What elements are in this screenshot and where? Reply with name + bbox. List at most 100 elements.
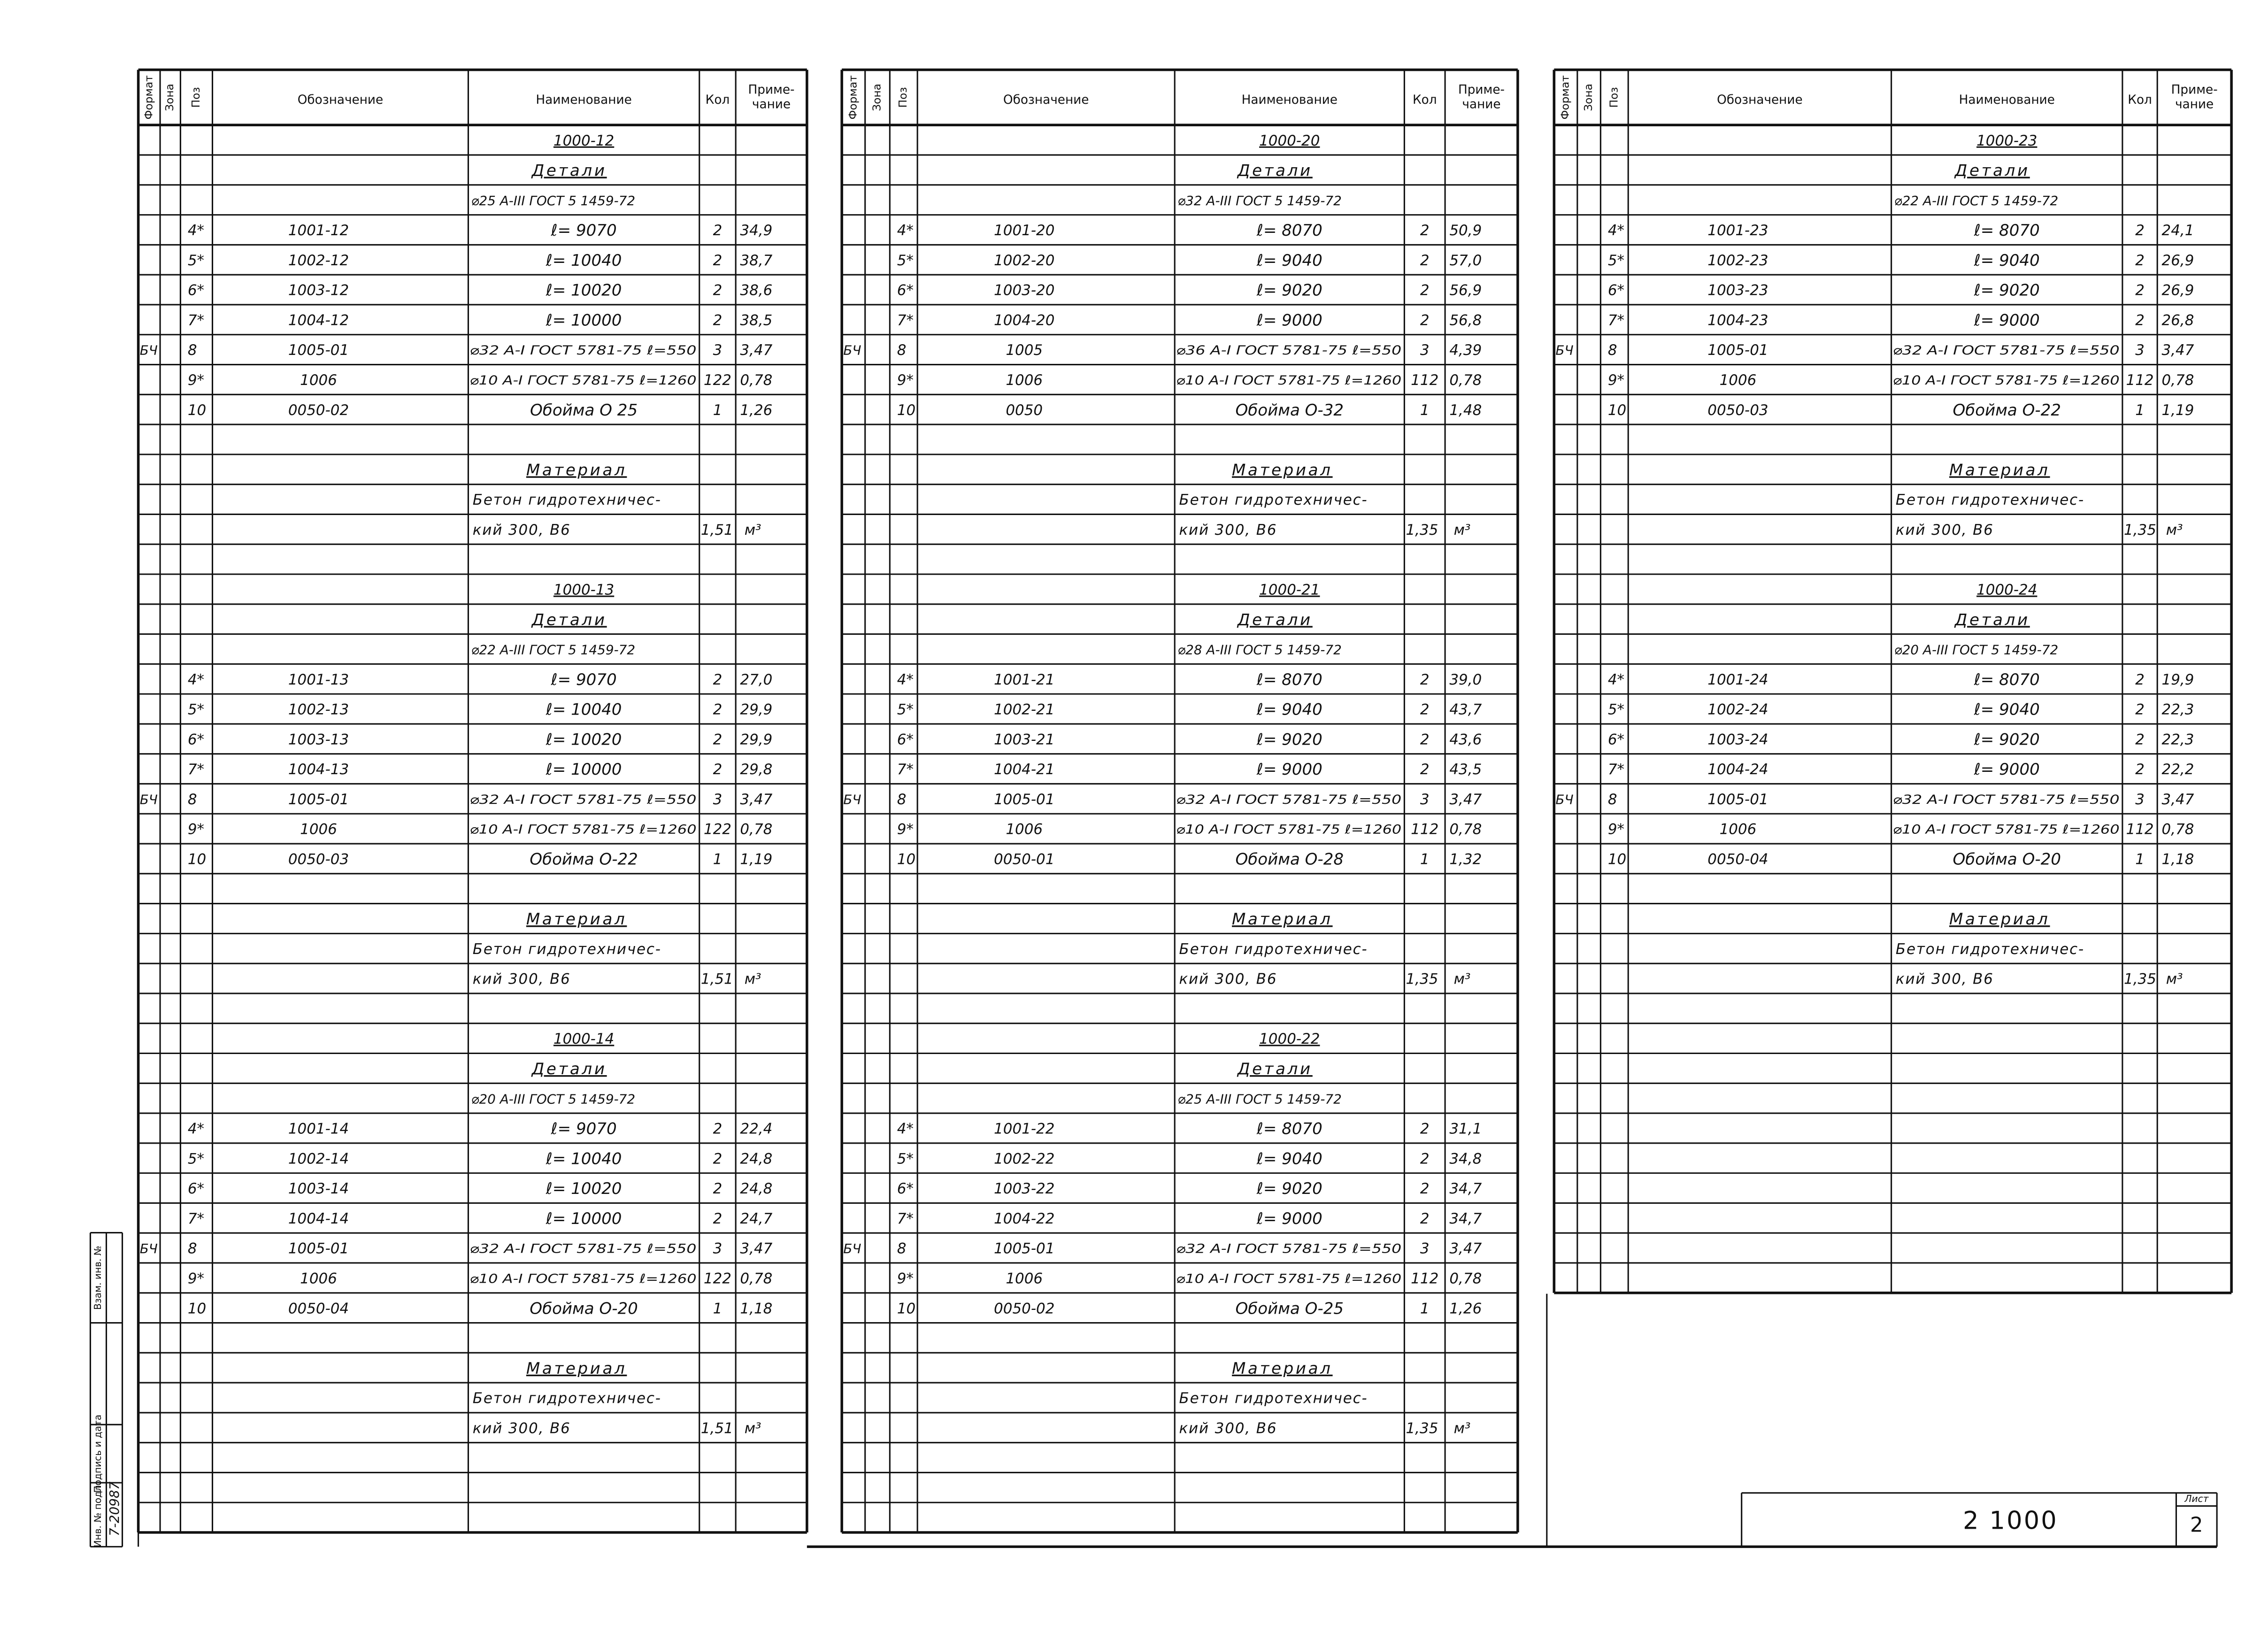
column-header: Приме- xyxy=(748,83,794,97)
title-block: 2 1000 Лист 2 xyxy=(807,1293,2218,1548)
quantity-cell: 122 xyxy=(704,821,731,838)
name-cell: Обойма О 25 xyxy=(530,401,638,420)
designation-cell: 1001-12 xyxy=(288,222,349,239)
section-title: Детали xyxy=(531,162,607,180)
name-cell: ℓ= 8070 xyxy=(1256,670,1322,689)
format-cell: БЧ xyxy=(843,343,861,358)
quantity-cell: 112 xyxy=(1411,821,1438,838)
note-cell: 24,1 xyxy=(2162,222,2194,239)
designation-cell: 1004-13 xyxy=(288,761,349,778)
position-cell: 6* xyxy=(1608,731,1624,748)
name-cell: ℓ= 9040 xyxy=(1256,700,1322,719)
quantity-cell: 3 xyxy=(2135,342,2145,359)
material-name: Бетон гидротехничес- xyxy=(1179,941,1368,958)
quantity-cell: 112 xyxy=(2126,372,2154,389)
assembly-mark: 1000-21 xyxy=(1259,581,1320,598)
column-header: Кол xyxy=(706,93,730,107)
steel-spec: ⌀22 А-III ГОСТ 5 1459-72 xyxy=(1894,193,2058,208)
position-cell: 10 xyxy=(897,1300,915,1317)
note-cell: 24,7 xyxy=(740,1210,772,1227)
quantity-cell: 2 xyxy=(1420,282,1430,299)
designation-cell: 1006 xyxy=(1006,372,1043,389)
name-cell: Обойма О-32 xyxy=(1236,401,1344,420)
position-cell: 9* xyxy=(897,372,914,389)
quantity-cell: 2 xyxy=(1420,671,1430,688)
material-name: Бетон гидротехничес- xyxy=(1896,492,2084,508)
note-cell: 38,7 xyxy=(740,252,772,269)
position-cell: 9* xyxy=(897,1270,914,1287)
note-cell: 22,2 xyxy=(2162,761,2194,778)
name-cell: ℓ= 9000 xyxy=(1974,760,2040,779)
quantity-cell: 2 xyxy=(1420,761,1430,778)
note-cell: 3,47 xyxy=(740,1240,772,1257)
designation-cell: 1002-14 xyxy=(288,1150,349,1167)
format-cell: БЧ xyxy=(140,1241,158,1256)
note-cell: 0,78 xyxy=(2162,821,2194,838)
assembly-mark: 1000-22 xyxy=(1259,1031,1320,1047)
assembly-mark: 1000-24 xyxy=(1976,581,2037,598)
position-cell: 4* xyxy=(188,671,204,688)
spec-table: Формат Зона Поз Обозначение Наименование Кол П… xyxy=(137,68,808,1534)
note-cell: 4,39 xyxy=(1449,342,1482,359)
steel-spec: ⌀25 А-III ГОСТ 5 1459-72 xyxy=(1177,1091,1341,1107)
designation-cell: 1005-01 xyxy=(288,1240,349,1257)
note-cell: 38,5 xyxy=(740,312,772,329)
position-cell: 9* xyxy=(188,1270,204,1287)
position-cell: 6* xyxy=(897,282,914,299)
position-cell: 10 xyxy=(188,1300,206,1317)
designation-cell: 1004-23 xyxy=(1707,312,1768,329)
position-cell: 5* xyxy=(1608,701,1624,718)
position-cell: 5* xyxy=(897,701,914,718)
quantity-cell: 1 xyxy=(713,851,723,868)
column-header: чание xyxy=(1462,97,1500,111)
position-cell: 4* xyxy=(1608,671,1624,688)
position-cell: 5* xyxy=(897,1150,914,1167)
position-cell: 5* xyxy=(897,252,914,269)
note-cell: 0,78 xyxy=(1449,1270,1482,1287)
name-cell: ℓ= 10020 xyxy=(546,1179,622,1198)
column-header: Кол xyxy=(1413,93,1437,107)
designation-cell: 1001-23 xyxy=(1707,222,1768,239)
quantity-cell: 2 xyxy=(2135,312,2145,329)
position-cell: 5* xyxy=(188,701,204,718)
quantity-cell: 1 xyxy=(2135,402,2145,419)
designation-cell: 1005-01 xyxy=(288,342,349,359)
assembly-mark: 1000-13 xyxy=(554,581,614,598)
note-cell: 43,7 xyxy=(1449,701,1482,718)
quantity-cell: 112 xyxy=(1411,1270,1438,1287)
quantity-cell: 112 xyxy=(2126,821,2154,838)
quantity-cell: 3 xyxy=(713,791,723,808)
material-title: Материал xyxy=(1949,461,2050,479)
note-cell: 22,3 xyxy=(2162,731,2194,748)
quantity-cell: 2 xyxy=(713,671,723,688)
material-unit: м³ xyxy=(2166,522,2183,539)
name-cell: ℓ= 9070 xyxy=(551,221,617,240)
note-cell: 22,4 xyxy=(740,1121,772,1138)
position-cell: 9* xyxy=(897,821,914,838)
steel-spec: ⌀20 А-III ГОСТ 5 1459-72 xyxy=(1894,642,2058,658)
material-name: кий 300, В6 xyxy=(473,522,571,539)
designation-cell: 1003-22 xyxy=(994,1180,1054,1197)
note-cell: 1,26 xyxy=(740,402,772,419)
quantity-cell: 2 xyxy=(1420,731,1430,748)
designation-cell: 1003-14 xyxy=(288,1180,349,1197)
material-title: Материал xyxy=(1232,910,1333,929)
steel-spec: ⌀32 А-III ГОСТ 5 1459-72 xyxy=(1177,193,1341,208)
note-cell: 56,9 xyxy=(1449,282,1482,299)
designation-cell: 1003-13 xyxy=(288,731,349,748)
designation-cell: 1001-22 xyxy=(994,1121,1054,1138)
quantity-cell: 2 xyxy=(713,731,723,748)
position-cell: 7* xyxy=(1608,761,1624,778)
designation-cell: 1003-12 xyxy=(288,282,349,299)
name-cell: ℓ= 9020 xyxy=(1256,1179,1322,1198)
position-cell: 4* xyxy=(1608,222,1624,239)
steel-spec: ⌀20 А-III ГОСТ 5 1459-72 xyxy=(471,1091,635,1107)
steel-spec: ⌀22 А-III ГОСТ 5 1459-72 xyxy=(471,642,635,658)
designation-cell: 0050-03 xyxy=(1707,402,1768,419)
name-cell: Обойма О-20 xyxy=(1953,850,2061,869)
note-cell: 43,6 xyxy=(1449,731,1482,748)
material-unit: м³ xyxy=(1454,522,1471,539)
note-cell: 3,47 xyxy=(740,342,772,359)
designation-cell: 1002-20 xyxy=(994,252,1054,269)
